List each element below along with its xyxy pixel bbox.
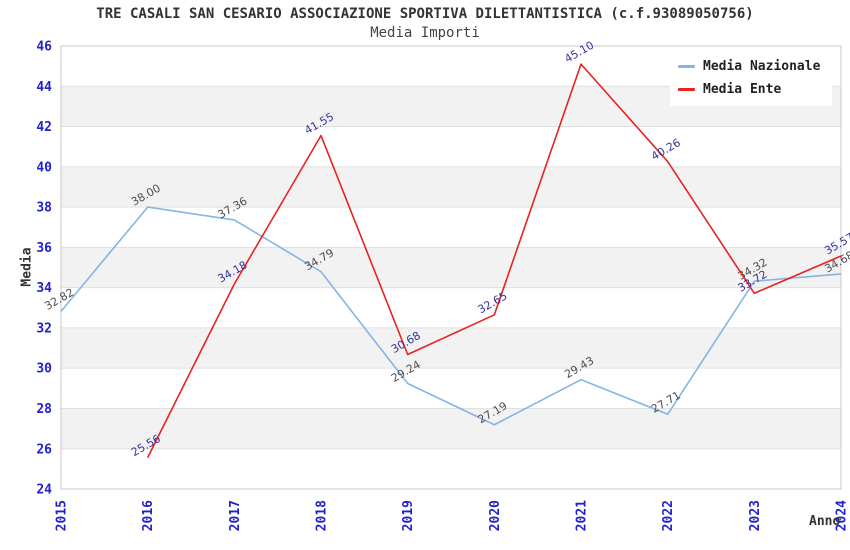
grid-band <box>61 408 841 449</box>
series-line-media-ente <box>146 63 842 458</box>
legend-item-media-nazionale: Media Nazionale <box>678 59 820 74</box>
x-tick-label: 2019 <box>401 500 416 531</box>
data-point-label: 45.10 <box>562 39 596 66</box>
x-tick-label: 2015 <box>55 500 70 531</box>
x-tick-label: 2018 <box>315 500 330 531</box>
y-tick-label: 46 <box>36 40 52 55</box>
legend-item-media-ente: Media Ente <box>678 82 820 97</box>
y-tick-label: 32 <box>36 321 52 336</box>
chart-subtitle: Media Importi <box>370 25 480 41</box>
x-tick-label: 2022 <box>661 500 676 531</box>
legend-label: Media Ente <box>703 82 782 97</box>
y-tick-label: 24 <box>36 483 52 498</box>
x-tick-label: 2023 <box>748 500 763 531</box>
y-axis-title: Media <box>19 247 35 287</box>
y-tick-label: 40 <box>36 160 52 175</box>
x-tick-label: 2017 <box>228 500 243 531</box>
series-line-media-nazionale <box>60 206 842 426</box>
y-tick-label: 30 <box>36 362 52 377</box>
x-tick-label: 2021 <box>575 500 590 531</box>
x-tick-label: 2024 <box>835 500 850 531</box>
x-tick-label: 2016 <box>141 500 156 531</box>
legend-label: Media Nazionale <box>703 59 821 74</box>
data-point-label: 32.65 <box>476 289 510 316</box>
y-tick-label: 36 <box>36 241 52 256</box>
y-tick-label: 38 <box>36 201 52 216</box>
legend-swatch-media-ente <box>678 88 695 91</box>
y-tick-label: 44 <box>36 80 52 95</box>
y-tick-label: 42 <box>36 120 52 135</box>
x-tick-label: 2020 <box>488 500 503 531</box>
y-tick-label: 28 <box>36 402 52 417</box>
plot-border <box>60 45 842 490</box>
legend-swatch-media-nazionale <box>678 65 695 68</box>
x-axis-title: Anno <box>809 514 841 529</box>
grid-band <box>61 166 841 208</box>
y-tick-label: 34 <box>36 281 52 296</box>
y-tick-label: 26 <box>36 442 52 457</box>
grid-band <box>61 247 841 288</box>
legend: Media Nazionale Media Ente <box>670 50 833 106</box>
chart-title: TRE CASALI SAN CESARIO ASSOCIAZIONE SPOR… <box>96 6 754 22</box>
